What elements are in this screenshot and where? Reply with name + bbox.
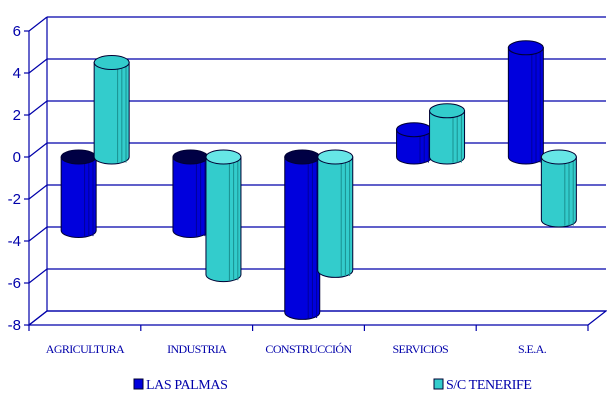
legend-label: S/C TENERIFE: [446, 378, 532, 393]
side-wall-line: [28, 58, 48, 74]
side-wall-line: [28, 16, 48, 32]
side-wall-line: [28, 226, 48, 242]
y-tick-label: 2: [13, 107, 21, 124]
x-tick-label: SERVICIOS: [392, 342, 448, 356]
y-tick-label: -4: [8, 233, 21, 250]
bar: [172, 149, 209, 238]
x-tick-label: INDUSTRIA: [167, 342, 227, 356]
y-tick-label: 6: [13, 23, 21, 40]
x-tick-label: CONSTRUCCIÓN: [265, 342, 352, 356]
bar: [60, 149, 97, 238]
bar: [396, 122, 433, 165]
bar: [540, 149, 577, 228]
legend-label: LAS PALMAS: [146, 378, 227, 393]
bar: [205, 149, 242, 283]
side-wall-line: [28, 142, 48, 158]
side-wall-line: [28, 184, 48, 200]
bar: [317, 149, 354, 278]
bar: [429, 103, 466, 165]
bar: [93, 55, 130, 165]
bars: [60, 40, 577, 320]
legend: LAS PALMAS S/C TENERIFE: [133, 378, 532, 393]
x-tick-label: AGRICULTURA: [46, 342, 125, 356]
side-wall-line: [28, 100, 48, 116]
x-tick-label: S.E.A.: [518, 342, 547, 356]
legend-swatch: [133, 378, 144, 390]
axes: [24, 30, 607, 331]
floor: [27, 310, 607, 326]
side-wall-line: [28, 268, 48, 284]
y-tick-label: -6: [8, 275, 21, 292]
y-tick-label: 0: [13, 149, 21, 166]
bar: [507, 40, 544, 165]
y-tick-label: 4: [13, 65, 21, 82]
labels: 6 4 2 0 -2 -4 -6 -8 AGRICULTURA INDUSTRIA CONSTRUC…: [8, 23, 548, 356]
y-tick-label: -8: [8, 317, 21, 334]
y-tick-label: -2: [8, 191, 21, 208]
legend-swatch: [433, 378, 444, 390]
bar: [284, 149, 321, 320]
